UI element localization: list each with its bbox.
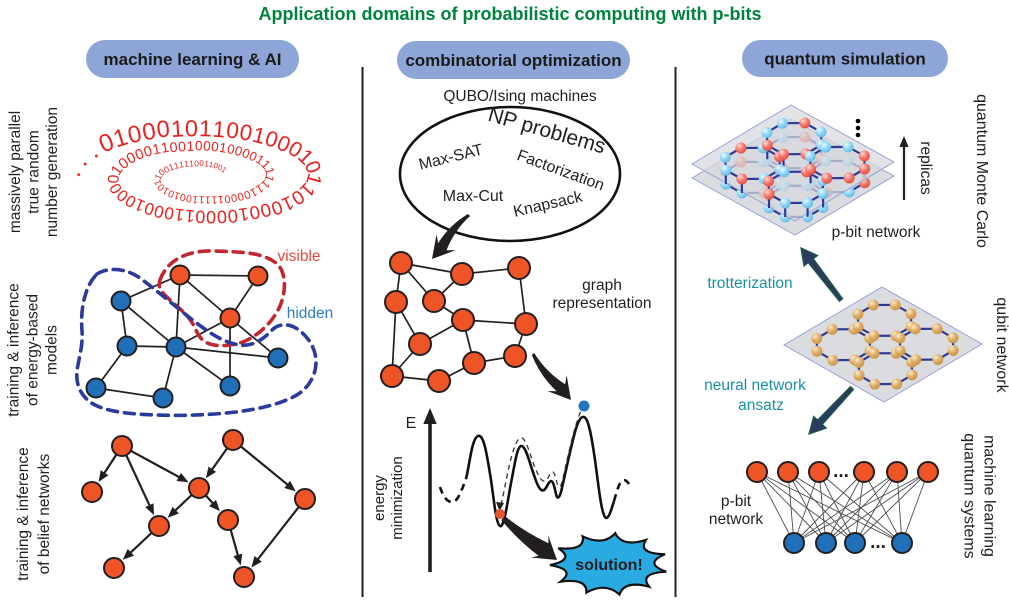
- svg-text:0: 0: [178, 138, 187, 155]
- svg-text:graph: graph: [582, 277, 622, 294]
- svg-text:0: 0: [206, 207, 216, 227]
- svg-text:Max-Cut: Max-Cut: [443, 188, 504, 205]
- svg-text:massively parallel: massively parallel: [7, 111, 24, 233]
- svg-text:neural network: neural network: [704, 377, 806, 394]
- svg-text:solution!: solution!: [575, 557, 643, 574]
- svg-text:models: models: [43, 325, 60, 375]
- svg-text:hidden: hidden: [287, 305, 334, 322]
- svg-text:of belief networks: of belief networks: [36, 453, 53, 574]
- svg-text:QUBO/Ising machines: QUBO/Ising machines: [443, 88, 597, 105]
- svg-text:machine learning: machine learning: [980, 435, 997, 557]
- svg-text:qubit network: qubit network: [993, 297, 1009, 393]
- svg-text:0: 0: [216, 206, 227, 226]
- svg-text:1: 1: [186, 138, 194, 154]
- svg-text:0: 0: [195, 207, 206, 227]
- svg-text:of energy-based: of energy-based: [24, 294, 41, 406]
- svg-text:1: 1: [211, 193, 217, 205]
- svg-text:quantum simulation: quantum simulation: [764, 50, 926, 69]
- svg-text:energy: energy: [371, 475, 388, 521]
- svg-text:training & inference: training & inference: [5, 283, 22, 417]
- svg-text:...: ...: [870, 532, 886, 553]
- svg-text:ansatz: ansatz: [738, 397, 784, 414]
- svg-text:quantum Monte Carlo: quantum Monte Carlo: [973, 94, 990, 248]
- svg-text:Application domains of probabi: Application domains of probabilistic com…: [259, 4, 762, 24]
- svg-text:replicas: replicas: [917, 141, 934, 195]
- svg-text:network: network: [709, 511, 764, 528]
- svg-text:machine learning & AI: machine learning & AI: [104, 50, 282, 69]
- svg-text:p-bit network: p-bit network: [832, 224, 921, 241]
- svg-text:representation: representation: [552, 295, 651, 312]
- svg-text:visible: visible: [277, 248, 320, 265]
- svg-text:quantum systems: quantum systems: [960, 433, 977, 558]
- svg-text:training & inference: training & inference: [15, 447, 32, 581]
- svg-text:true random: true random: [25, 130, 42, 214]
- svg-text:0: 0: [195, 138, 203, 153]
- svg-text:p-bit: p-bit: [721, 493, 752, 510]
- svg-text:combinatorial optimization: combinatorial optimization: [405, 51, 621, 70]
- svg-text:E: E: [406, 415, 417, 432]
- svg-text:...: ...: [833, 461, 849, 482]
- svg-text:minimization: minimization: [389, 456, 406, 539]
- svg-text:trotterization: trotterization: [707, 275, 792, 292]
- svg-text:0: 0: [227, 205, 239, 226]
